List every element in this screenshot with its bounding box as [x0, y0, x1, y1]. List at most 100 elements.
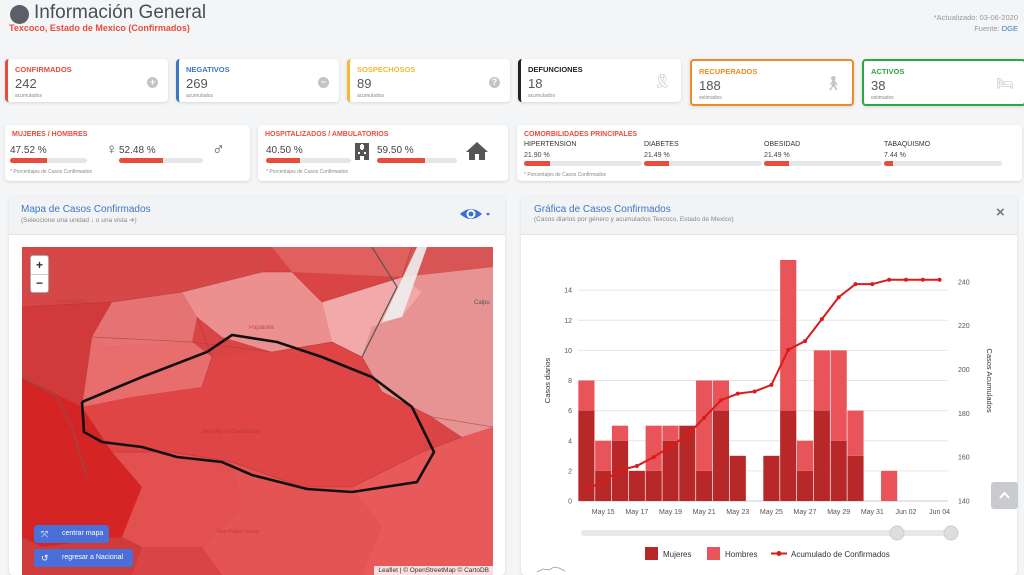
map-place-label: ECATEPEC — [57, 299, 89, 305]
scroll-top-button[interactable] — [991, 482, 1018, 509]
x-tick-label: May 15 — [592, 509, 615, 516]
cumulative-point — [819, 317, 824, 322]
comorbidity-label: DIABETES — [644, 141, 679, 148]
male-symbol-icon: ♂ — [212, 140, 225, 159]
map-attribution[interactable]: Leaflet | © OpenStreetMap © CartoDB — [374, 566, 493, 575]
stat-note: acumulados — [528, 93, 555, 99]
comorbidity-pct: 7.44 % — [884, 152, 906, 159]
eye-icon[interactable] — [459, 205, 491, 223]
bar-mujeres — [645, 470, 662, 501]
legend-label: Acumulado de Confirmados — [791, 550, 890, 559]
chart-panel-subtitle: (Casos diarios por género y acumulados T… — [534, 216, 734, 223]
zoom-out-button[interactable]: − — [35, 276, 43, 290]
y-tick-label: 8 — [568, 378, 572, 385]
map-panel-header — [9, 196, 505, 235]
bar-hombres — [780, 260, 797, 411]
map-canvas[interactable]: + − Papalotla Calpu San Miguel Coatlinch… — [22, 247, 493, 575]
map-panel-subtitle: (Seleccione una unidad ↓ o una vista ➔) — [21, 217, 137, 224]
comorbidity-label: HIPERTENSION — [524, 141, 577, 148]
map-place-label: San Miguel Coatlinchan — [202, 429, 261, 435]
view-selector[interactable] — [459, 205, 491, 228]
source-link[interactable]: DGE — [1001, 24, 1018, 33]
stat-label: RECUPERADOS — [699, 67, 758, 76]
y2-axis-title: Casos Acumulados — [985, 348, 994, 412]
back-national-button[interactable]: ↺ regresar a Nacional — [34, 549, 133, 567]
map-place-label: Papalotla — [249, 325, 275, 331]
bar-mujeres — [780, 410, 797, 501]
men-bar — [119, 158, 203, 163]
comorbidity-bar — [524, 161, 642, 166]
female-symbol-icon: ♀ — [106, 141, 118, 158]
minus-circle-icon: − — [318, 77, 329, 88]
map-regions[interactable] — [22, 247, 493, 575]
cumulative-point — [651, 455, 656, 460]
comorbidities-card: COMORBILIDADES PRINCIPALES HIPERTENSION 2… — [517, 125, 1022, 181]
plus-circle-icon: + — [147, 77, 158, 88]
range-slider-track — [581, 530, 958, 536]
bar-hombres — [796, 440, 814, 471]
x-tick-label: May 27 — [794, 509, 817, 516]
cumulative-point — [735, 391, 740, 396]
stat-value: 89 — [357, 76, 372, 91]
map-panel-title: Mapa de Casos Confirmados — [21, 204, 151, 215]
bar-mujeres — [679, 425, 696, 501]
ambulatory-pct: 59.50 % — [377, 145, 414, 156]
x-tick-label: May 19 — [659, 509, 682, 516]
stat-value: 18 — [528, 76, 543, 91]
stat-label: DEFUNCIONES — [528, 65, 583, 74]
bar-mujeres — [796, 470, 814, 501]
map-panel: Mapa de Casos Confirmados (Seleccione un… — [9, 196, 505, 575]
bar-mujeres — [578, 410, 595, 501]
y-tick-label: 6 — [568, 408, 572, 415]
y-tick-label: 14 — [564, 288, 572, 295]
cumulative-point — [803, 339, 808, 344]
gender-card: MUJERES / HOMBRES 47.52 % ♀ 52.48 % ♂ * … — [5, 125, 250, 181]
stat-card-defunciones: DEFUNCIONES 18 acumulados 🎗︎ — [518, 59, 681, 102]
comorbidity-pct: 21.49 % — [764, 152, 790, 159]
gender-note: * Porcentajes de Casos Confirmados — [10, 169, 92, 175]
bed-icon: 🛏︎ — [996, 75, 1014, 91]
stat-note: acumulados — [186, 93, 213, 99]
x-tick-label: Jun 04 — [929, 509, 950, 516]
hospital-building-icon — [355, 143, 369, 160]
stat-label: SOSPECHOSOS — [357, 65, 416, 74]
cumulative-line — [585, 278, 940, 491]
bar-hombres — [578, 380, 595, 411]
y2-tick-label: 160 — [958, 455, 970, 462]
women-bar — [10, 158, 87, 163]
hospital-card: HOSPITALIZADOS / AMBULATORIOS 40.50 % 59… — [258, 125, 508, 181]
comorbidities-title: COMORBILIDADES PRINCIPALES — [524, 131, 638, 138]
zoom-in-button[interactable]: + — [31, 256, 48, 275]
cumulative-point — [786, 347, 791, 352]
gender-title: MUJERES / HOMBRES — [12, 131, 88, 138]
hospital-note: * Porcentajes de Casos Confirmados — [266, 169, 348, 175]
sparkline-icon — [536, 566, 566, 573]
legend-label: Mujeres — [663, 550, 691, 559]
question-circle-icon: ? — [489, 77, 500, 88]
cumulative-point — [752, 389, 757, 394]
cumulative-point — [903, 277, 908, 282]
men-pct: 52.48 % — [119, 145, 156, 156]
center-map-button[interactable]: ⤧ centrar mapa — [34, 525, 109, 543]
stat-card-recuperados: RECUPERADOS 188 estimados 🚶︎ — [690, 59, 854, 106]
x-tick-label: May 23 — [726, 509, 749, 516]
range-slider-handle — [943, 525, 959, 541]
stat-value: 269 — [186, 76, 208, 91]
ribbon-icon: 🎗︎ — [653, 73, 671, 89]
legend-label: Hombres — [725, 550, 757, 559]
close-chart-button[interactable]: × — [996, 204, 1005, 221]
stat-value: 242 — [15, 76, 37, 91]
comorbidity-bar — [764, 161, 882, 166]
y-tick-label: 0 — [568, 499, 572, 506]
cumulative-point — [702, 415, 707, 420]
y-tick-label: 10 — [564, 348, 572, 355]
women-pct: 47.52 % — [10, 145, 47, 156]
undo-icon: ↺ — [41, 553, 49, 563]
x-tick-label: May 17 — [625, 509, 648, 516]
stat-note: acumulados — [15, 93, 42, 99]
bar-mujeres — [712, 410, 730, 501]
cumulative-point — [618, 468, 623, 473]
legend-swatch-hombres — [707, 547, 720, 560]
range-slider-handle — [889, 525, 905, 541]
stat-label: NEGATIVOS — [186, 65, 230, 74]
